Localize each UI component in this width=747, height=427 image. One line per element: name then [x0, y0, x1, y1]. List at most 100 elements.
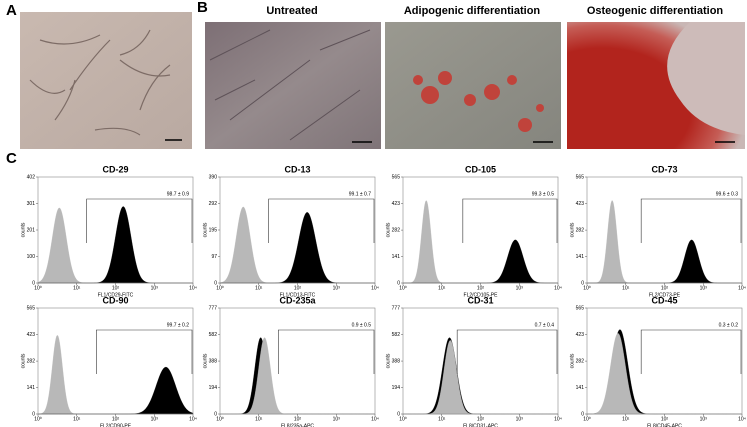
x-tick-label: 10⁰ — [34, 416, 42, 422]
histogram-peak — [586, 333, 742, 415]
x-tick-label: 10² — [661, 285, 669, 291]
y-tick-label: 194 — [392, 385, 401, 391]
histogram-peak — [220, 337, 375, 415]
panel-a: A — [6, 2, 192, 149]
gate — [278, 329, 375, 374]
mineral-stain — [567, 22, 745, 149]
y-axis-label: counts — [385, 353, 391, 368]
histogram-peak — [403, 340, 558, 415]
y-tick-label: 141 — [576, 385, 585, 391]
histogram-peak — [220, 337, 375, 415]
y-axis-label: counts — [20, 222, 26, 237]
image-title: Adipogenic differentiation — [404, 5, 541, 17]
y-tick-label: 201 — [27, 227, 36, 233]
y-tick-label: 301 — [27, 201, 36, 207]
x-tick-label: 10⁴ — [554, 285, 562, 291]
x-axis-label: FL8/CD45-APC — [647, 423, 682, 427]
x-tick-label: 10⁴ — [738, 285, 746, 291]
x-tick-label: 10⁰ — [216, 285, 224, 291]
y-tick-label: 282 — [392, 227, 401, 233]
y-tick-label: 777 — [392, 305, 401, 311]
y-tick-label: 565 — [27, 305, 36, 311]
x-tick-label: 10¹ — [438, 285, 446, 291]
x-tick-label: 10⁰ — [34, 285, 42, 291]
y-tick-label: 0 — [214, 411, 217, 417]
y-tick-label: 282 — [576, 358, 585, 364]
x-tick-label: 10² — [112, 416, 120, 422]
y-axis-label: counts — [569, 222, 575, 237]
x-tick-label: 10³ — [151, 285, 159, 291]
y-tick-label: 423 — [27, 332, 36, 338]
gate-label: 99.3 ± 0.5 — [532, 191, 554, 197]
plot-title: CD-105 — [465, 164, 496, 174]
plot-title: CD-13 — [284, 164, 310, 174]
y-tick-label: 423 — [576, 332, 585, 338]
y-tick-label: 0 — [581, 280, 584, 286]
gate — [640, 329, 742, 374]
x-tick-label: 10² — [294, 416, 302, 422]
x-tick-label: 10¹ — [255, 416, 263, 422]
gate-label: 0.3 ± 0.2 — [719, 322, 739, 328]
y-tick-label: 402 — [27, 174, 36, 180]
y-axis-label: counts — [385, 222, 391, 237]
texture — [209, 29, 371, 141]
histogram-peak — [403, 200, 558, 284]
panel-letter: C — [6, 150, 17, 167]
x-axis-label: FL1/CD13-FITC — [280, 292, 316, 298]
y-tick-label: 388 — [392, 358, 401, 364]
cell-outlines — [29, 29, 171, 136]
x-tick-label: 10⁰ — [583, 285, 591, 291]
y-tick-label: 565 — [576, 174, 585, 180]
x-tick-label: 10³ — [516, 285, 524, 291]
gate — [268, 198, 375, 243]
y-axis-label: counts — [20, 353, 26, 368]
x-tick-label: 10¹ — [438, 416, 446, 422]
y-tick-label: 141 — [27, 385, 36, 391]
histogram-peak — [587, 200, 742, 284]
x-tick-label: 10³ — [700, 285, 708, 291]
x-axis-label: FL2/CD73-PE — [649, 292, 681, 298]
x-tick-label: 10⁴ — [371, 416, 379, 422]
x-tick-label: 10¹ — [73, 416, 81, 422]
x-tick-label: 10¹ — [622, 285, 630, 291]
plot-title: CD-73 — [651, 164, 677, 174]
x-tick-label: 10² — [477, 416, 485, 422]
y-tick-label: 390 — [209, 174, 218, 180]
y-axis-label: counts — [202, 222, 208, 237]
y-tick-label: 97 — [211, 254, 217, 260]
x-tick-label: 10⁴ — [189, 416, 197, 422]
gate — [640, 198, 742, 243]
x-tick-label: 10⁴ — [371, 285, 379, 291]
gate — [462, 198, 558, 243]
image-title: Osteogenic differentiation — [587, 5, 724, 17]
x-tick-label: 10¹ — [255, 285, 263, 291]
gate — [96, 329, 193, 374]
y-tick-label: 141 — [576, 254, 585, 260]
panel-letter: B — [197, 0, 208, 16]
gate — [456, 329, 558, 374]
y-tick-label: 582 — [392, 332, 401, 338]
micrograph — [385, 22, 561, 149]
y-tick-label: 0 — [214, 280, 217, 286]
x-axis-label: FL2/CD90-PE — [100, 423, 132, 427]
x-tick-label: 10⁰ — [216, 416, 224, 422]
plot-title: CD-90 — [102, 295, 128, 305]
y-tick-label: 565 — [576, 305, 585, 311]
y-tick-label: 0 — [581, 411, 584, 417]
micrograph — [20, 12, 192, 149]
x-tick-label: 10⁰ — [583, 416, 591, 422]
x-tick-label: 10³ — [151, 416, 159, 422]
x-axis-label: FL2/CD105-PE — [464, 292, 499, 298]
x-tick-label: 10² — [661, 416, 669, 422]
y-tick-label: 292 — [209, 201, 218, 207]
gate-label: 99.7 ± 0.2 — [167, 322, 189, 328]
x-tick-label: 10⁴ — [189, 285, 197, 291]
x-tick-label: 10⁴ — [554, 416, 562, 422]
gate — [86, 198, 193, 243]
x-axis-label: FL8/CD31-APC — [463, 423, 498, 427]
y-tick-label: 582 — [209, 332, 218, 338]
x-tick-label: 10³ — [333, 285, 341, 291]
x-tick-label: 10¹ — [73, 285, 81, 291]
x-tick-label: 10⁴ — [738, 416, 746, 422]
